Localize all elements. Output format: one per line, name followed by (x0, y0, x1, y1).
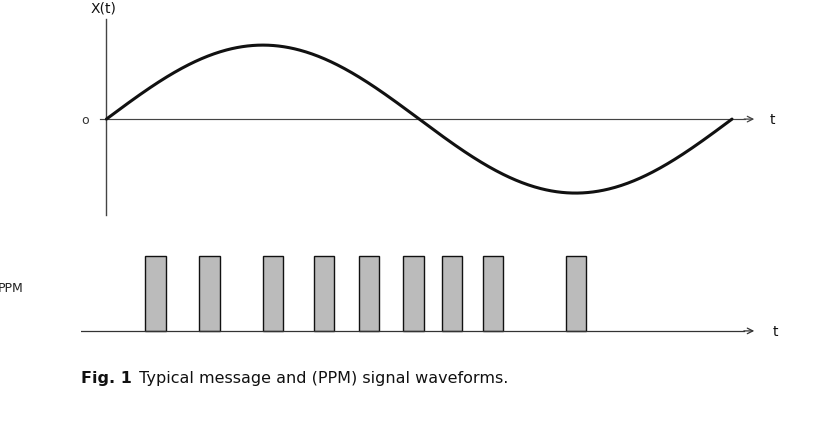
Text: o: o (81, 113, 89, 126)
Bar (199, 256, 220, 331)
Text: X(t): X(t) (91, 1, 116, 15)
Text: Typical message and (PPM) signal waveforms.: Typical message and (PPM) signal wavefor… (133, 371, 508, 386)
Bar (314, 256, 335, 331)
Bar (403, 256, 423, 331)
Text: Fig. 1: Fig. 1 (81, 371, 132, 386)
Text: t: t (769, 113, 775, 127)
Bar (483, 256, 503, 331)
Bar (145, 256, 165, 331)
Text: t: t (773, 324, 778, 338)
Bar (441, 256, 462, 331)
Bar (263, 256, 283, 331)
Bar (566, 256, 586, 331)
Text: PPM: PPM (0, 282, 24, 294)
Bar (359, 256, 379, 331)
